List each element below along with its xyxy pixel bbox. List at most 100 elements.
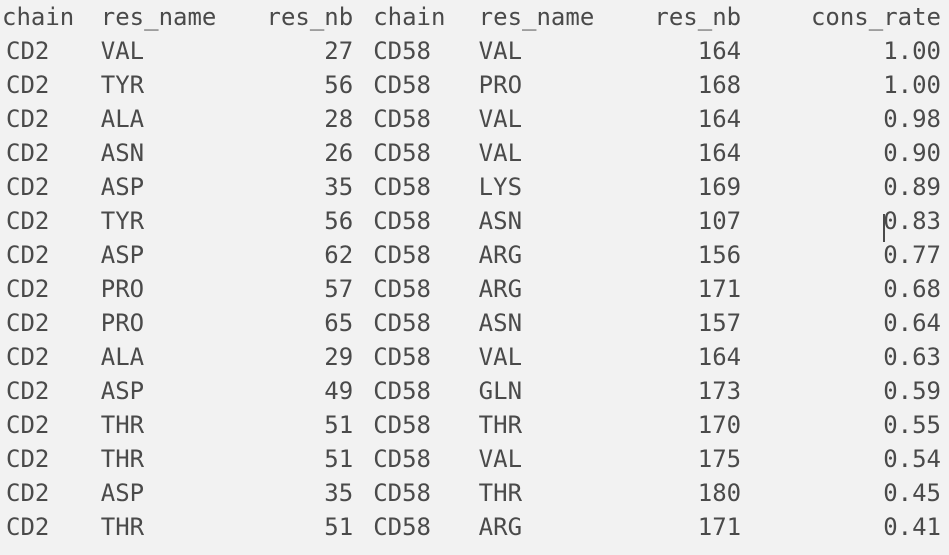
- table-row: CD2ALA28CD58VAL1640.98: [0, 102, 949, 136]
- cell-chain: CD58: [363, 170, 478, 204]
- cell-res-nb: 170: [615, 408, 741, 442]
- cell-res-nb: 49: [237, 374, 363, 408]
- cell-cons-rate: 0.54: [741, 442, 949, 476]
- cell-cons-rate: 0.83: [741, 204, 949, 238]
- cell-res-nb: 56: [237, 204, 363, 238]
- cell-res-name: LYS: [479, 170, 615, 204]
- cell-cons-rate: 0.98: [741, 102, 949, 136]
- cell-res-name: VAL: [479, 136, 615, 170]
- cell-chain: CD58: [363, 34, 478, 68]
- cell-chain: CD58: [363, 306, 478, 340]
- table-row: CD2ASP49CD58GLN1730.59: [0, 374, 949, 408]
- cell-res-name: ASP: [101, 238, 237, 272]
- cell-res-nb: 164: [615, 102, 741, 136]
- cell-chain: CD2: [0, 68, 101, 102]
- cell-res-name: VAL: [479, 442, 615, 476]
- cell-chain: CD58: [363, 272, 478, 306]
- cell-res-nb: 171: [615, 272, 741, 306]
- cell-cons-rate: 0.64: [741, 306, 949, 340]
- table-row: CD2TYR56CD58PRO1681.00: [0, 68, 949, 102]
- cell-chain: CD2: [0, 442, 101, 476]
- cell-res-name: VAL: [479, 34, 615, 68]
- cell-res-nb: 51: [237, 510, 363, 544]
- cell-cons-rate: 0.68: [741, 272, 949, 306]
- cell-chain: CD58: [363, 408, 478, 442]
- cell-res-name: THR: [101, 510, 237, 544]
- cell-chain: CD2: [0, 408, 101, 442]
- cell-res-name: ASN: [101, 136, 237, 170]
- cell-res-nb: 27: [237, 34, 363, 68]
- cell-res-name: ASN: [479, 204, 615, 238]
- cell-res-nb: 164: [615, 34, 741, 68]
- cell-res-nb: 51: [237, 442, 363, 476]
- cell-res-name: GLN: [479, 374, 615, 408]
- table-row: CD2ALA29CD58VAL1640.63: [0, 340, 949, 374]
- cell-chain: CD2: [0, 272, 101, 306]
- cell-res-nb: 35: [237, 476, 363, 510]
- cell-res-nb: 157: [615, 306, 741, 340]
- cell-chain: CD2: [0, 374, 101, 408]
- cell-res-nb: 175: [615, 442, 741, 476]
- cell-res-name: ASP: [101, 374, 237, 408]
- col-header-resnb-a: res_nb: [237, 0, 363, 34]
- cell-cons-rate: 0.45: [741, 476, 949, 510]
- cell-res-name: VAL: [101, 34, 237, 68]
- cell-cons-rate: 0.90: [741, 136, 949, 170]
- cell-cons-rate: 0.89: [741, 170, 949, 204]
- cell-res-name: ARG: [479, 510, 615, 544]
- cell-chain: CD58: [363, 238, 478, 272]
- cell-res-name: ARG: [479, 238, 615, 272]
- cell-res-nb: 164: [615, 340, 741, 374]
- cell-chain: CD58: [363, 340, 478, 374]
- cell-res-nb: 107: [615, 204, 741, 238]
- cell-res-name: PRO: [479, 68, 615, 102]
- cell-res-name: THR: [101, 408, 237, 442]
- cell-chain: CD2: [0, 34, 101, 68]
- cell-res-name: TYR: [101, 204, 237, 238]
- cell-res-nb: 29: [237, 340, 363, 374]
- cell-res-nb: 65: [237, 306, 363, 340]
- table-row: CD2ASP35CD58THR1800.45: [0, 476, 949, 510]
- cell-res-nb: 51: [237, 408, 363, 442]
- cell-chain: CD58: [363, 68, 478, 102]
- cell-cons-rate: 0.77: [741, 238, 949, 272]
- cell-chain: CD58: [363, 136, 478, 170]
- table-row: CD2TYR56CD58ASN1070.83: [0, 204, 949, 238]
- cell-res-nb: 28: [237, 102, 363, 136]
- cell-res-nb: 56: [237, 68, 363, 102]
- cell-res-nb: 62: [237, 238, 363, 272]
- cell-chain: CD58: [363, 476, 478, 510]
- cell-res-name: TYR: [101, 68, 237, 102]
- cell-res-nb: 173: [615, 374, 741, 408]
- cell-res-nb: 57: [237, 272, 363, 306]
- cell-cons-rate: 0.63: [741, 340, 949, 374]
- cell-cons-rate: 1.00: [741, 68, 949, 102]
- col-header-resnb-b: res_nb: [615, 0, 741, 34]
- table-row: CD2VAL27CD58VAL1641.00: [0, 34, 949, 68]
- cell-cons-rate: 1.00: [741, 34, 949, 68]
- col-header-chain-b: chain: [363, 0, 478, 34]
- cell-res-nb: 180: [615, 476, 741, 510]
- cell-chain: CD2: [0, 102, 101, 136]
- cell-cons-rate: 0.41: [741, 510, 949, 544]
- residue-pair-table: chain res_name res_nb chain res_name res…: [0, 0, 949, 544]
- cell-res-nb: 171: [615, 510, 741, 544]
- cell-chain: CD2: [0, 340, 101, 374]
- cell-res-name: ASN: [479, 306, 615, 340]
- cell-res-name: THR: [479, 476, 615, 510]
- cell-res-name: ARG: [479, 272, 615, 306]
- cell-chain: CD2: [0, 476, 101, 510]
- col-header-chain-a: chain: [0, 0, 101, 34]
- table-row: CD2PRO65CD58ASN1570.64: [0, 306, 949, 340]
- cell-chain: CD2: [0, 170, 101, 204]
- cell-cons-rate: 0.55: [741, 408, 949, 442]
- cell-res-name: VAL: [479, 102, 615, 136]
- cell-res-nb: 169: [615, 170, 741, 204]
- cell-res-nb: 164: [615, 136, 741, 170]
- cell-res-name: THR: [479, 408, 615, 442]
- col-header-consrate: cons_rate: [741, 0, 949, 34]
- cell-chain: CD2: [0, 238, 101, 272]
- col-header-resname-a: res_name: [101, 0, 237, 34]
- table-header-row: chain res_name res_nb chain res_name res…: [0, 0, 949, 34]
- cell-res-name: VAL: [479, 340, 615, 374]
